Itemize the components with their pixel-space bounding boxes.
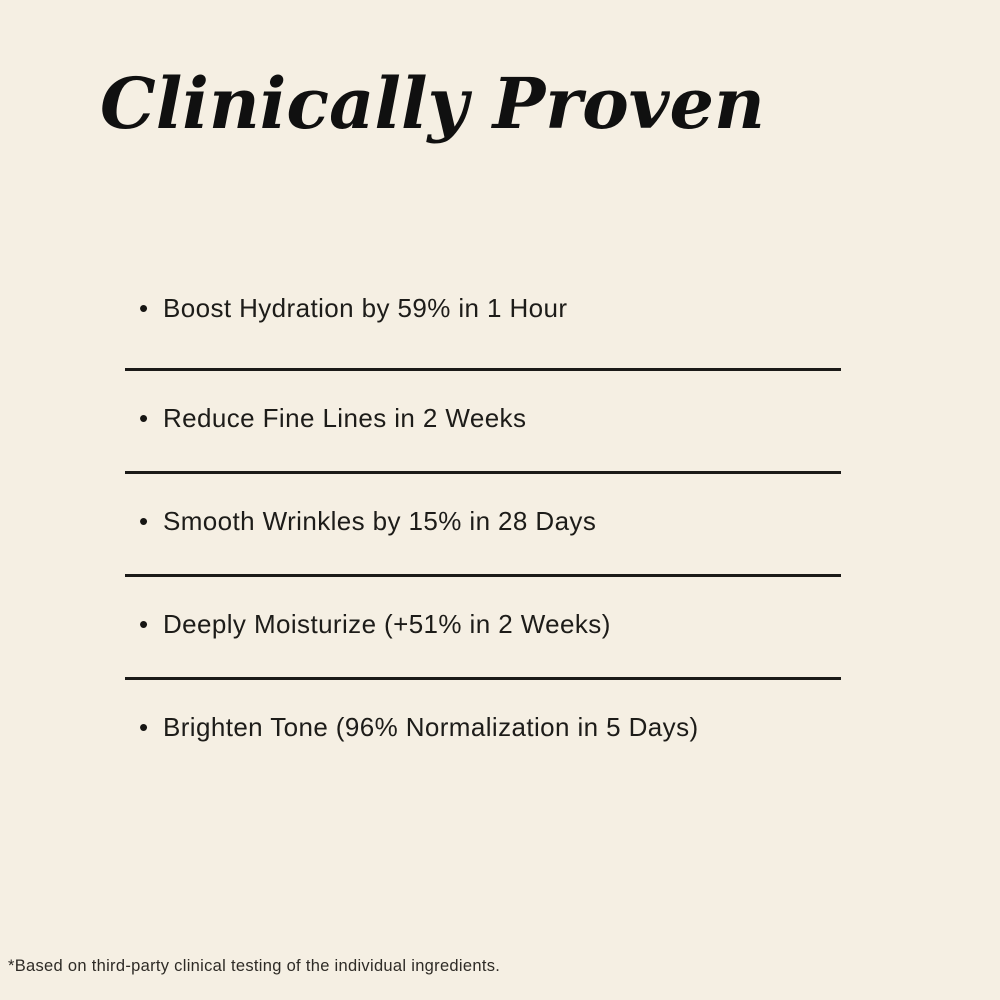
- divider: [125, 471, 841, 474]
- divider: [125, 677, 841, 680]
- page-title: Clinically Proven: [100, 62, 765, 145]
- list-item: • Deeply Moisturize (+51% in 2 Weeks): [125, 577, 841, 677]
- bullet-icon: •: [139, 712, 149, 742]
- list-item-text: Reduce Fine Lines in 2 Weeks: [163, 403, 527, 433]
- benefits-list: • Boost Hydration by 59% in 1 Hour • Red…: [125, 288, 841, 747]
- divider: [125, 574, 841, 577]
- list-item-text: Deeply Moisturize (+51% in 2 Weeks): [163, 609, 611, 639]
- list-item-text: Smooth Wrinkles by 15% in 28 Days: [163, 506, 597, 536]
- bullet-icon: •: [139, 403, 149, 433]
- list-item: • Brighten Tone (96% Normalization in 5 …: [125, 680, 841, 747]
- bullet-icon: •: [139, 506, 149, 536]
- divider: [125, 368, 841, 371]
- bullet-icon: •: [139, 609, 149, 639]
- bullet-icon: •: [139, 293, 149, 323]
- footnote: *Based on third-party clinical testing o…: [8, 957, 501, 975]
- list-item: • Reduce Fine Lines in 2 Weeks: [125, 371, 841, 471]
- list-item: • Boost Hydration by 59% in 1 Hour: [125, 288, 841, 368]
- list-item-text: Brighten Tone (96% Normalization in 5 Da…: [163, 712, 699, 742]
- list-item-text: Boost Hydration by 59% in 1 Hour: [163, 293, 568, 323]
- list-item: • Smooth Wrinkles by 15% in 28 Days: [125, 474, 841, 574]
